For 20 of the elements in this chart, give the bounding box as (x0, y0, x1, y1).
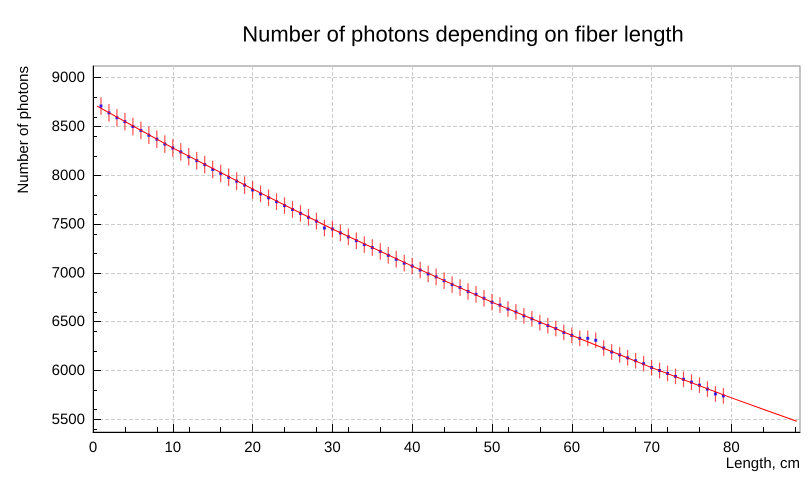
x-axis-title: Length, cm (726, 455, 800, 472)
x-tick-label: 70 (643, 439, 660, 456)
x-tick-label: 30 (324, 439, 341, 456)
y-tick-label: 8500 (52, 118, 85, 136)
y-tick-label: 6000 (52, 362, 85, 380)
x-tick-label: 60 (563, 439, 580, 456)
x-tick-label: 0 (88, 439, 98, 456)
x-tick-label: 80 (723, 439, 740, 456)
chart-title: Number of photons depending on fiber length (242, 22, 684, 46)
y-tick-label: 8000 (52, 166, 85, 184)
y-tick-label: 9000 (52, 69, 85, 86)
y-tick-label: 6500 (52, 313, 85, 330)
y-tick-label: 7500 (52, 216, 85, 233)
y-tick-label: 7000 (52, 264, 85, 282)
x-tick-label: 10 (164, 439, 182, 456)
y-axis-title: Number of photons (15, 66, 32, 194)
x-tick-label: 20 (244, 439, 261, 456)
x-tick-label: 50 (484, 439, 500, 456)
y-tick-label: 5500 (52, 410, 85, 428)
x-tick-label: 40 (404, 439, 421, 456)
